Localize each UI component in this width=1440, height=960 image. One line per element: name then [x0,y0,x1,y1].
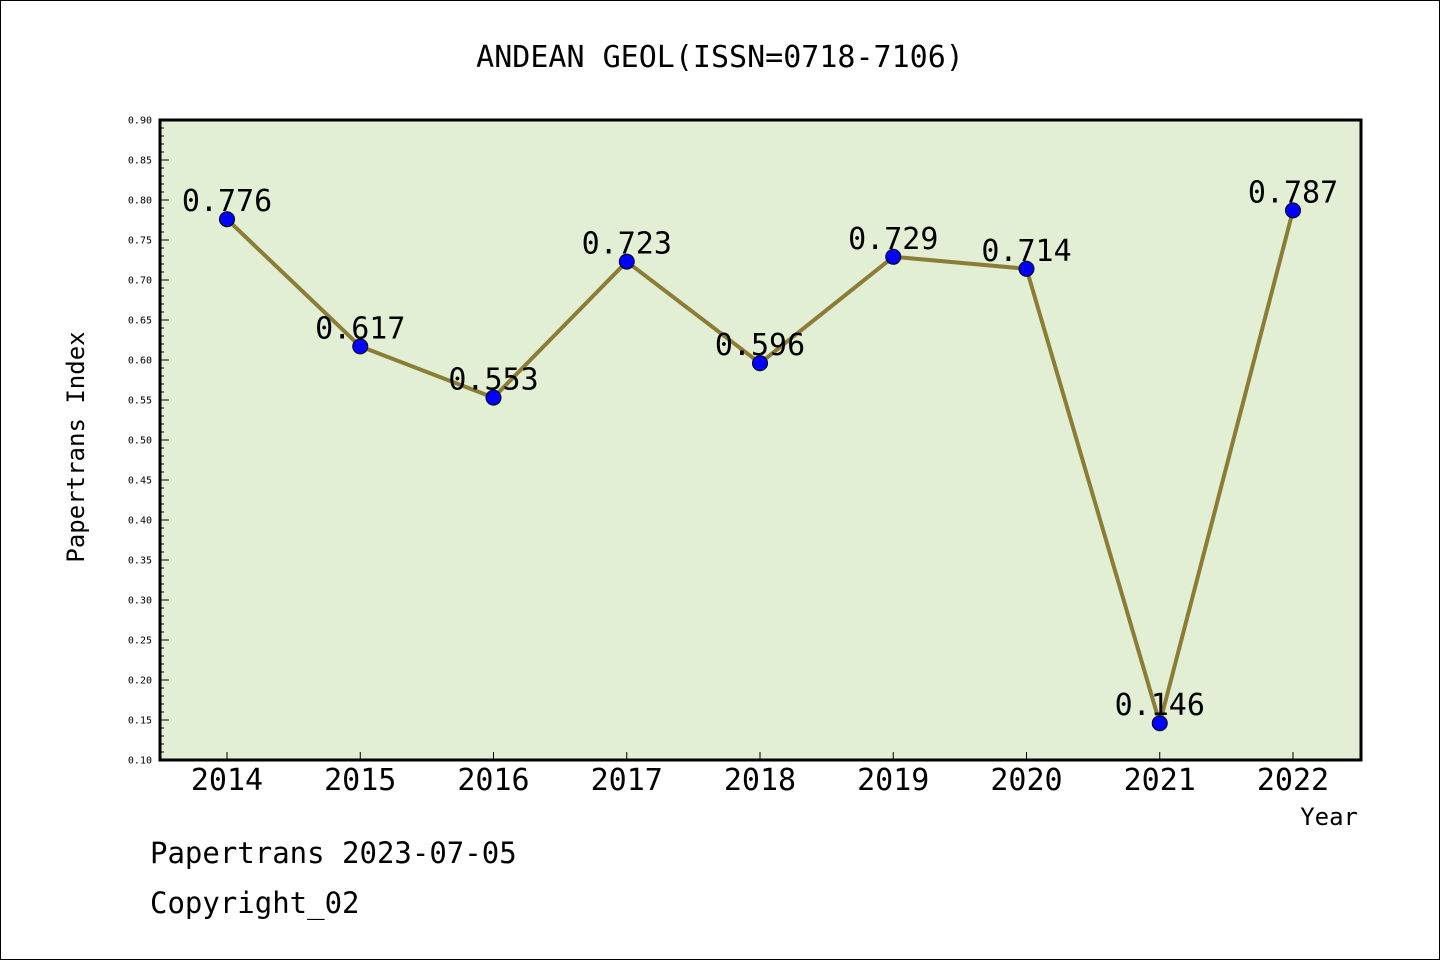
data-point [219,211,235,228]
y-tick-label: 0.20 [128,676,152,687]
y-tick-label: 0.75 [128,236,152,247]
data-label: 0.714 [981,234,1071,269]
data-labels: 0.776 0.617 0.553 0.723 0.596 0.729 0.714 0.146… [182,175,1338,723]
y-tick-label: 0.45 [128,476,152,487]
x-tick-label: 2014 [191,763,263,798]
data-point [752,355,768,372]
x-tick-label: 2015 [324,763,396,798]
data-point [352,338,369,355]
footer-copyright: Copyright_02 [150,886,360,920]
data-label: 0.617 [315,311,405,346]
data-point [1018,260,1035,277]
y-tick-label: 0.65 [128,316,152,327]
y-tick-label: 0.50 [128,436,152,447]
x-tick-label: 2017 [591,763,663,798]
data-label: 0.723 [582,227,672,262]
y-tick-label: 0.85 [128,156,152,167]
data-point [618,253,635,270]
data-label: 0.596 [715,328,805,363]
y-tick-label: 0.15 [128,716,152,727]
data-point [1151,715,1168,732]
y-axis-ticks: 0.10 0.15 0.20 0.25 0.30 0.35 0.40 0.45 0.50 0.55… [128,116,169,767]
y-axis-label: Papertrans Index [62,331,90,562]
y-tick-label: 0.10 [128,756,152,767]
data-point [485,389,502,406]
data-label: 0.146 [1115,688,1205,723]
y-tick-label: 0.60 [128,356,152,367]
data-label: 0.776 [182,184,272,219]
plot-area [158,118,1363,762]
y-tick-label: 0.55 [128,396,152,407]
x-tick-label: 2022 [1257,763,1329,798]
y-tick-label: 0.35 [128,556,152,567]
footer-date: Papertrans 2023-07-05 [150,836,517,870]
data-point [885,248,902,265]
data-point [1285,202,1301,219]
data-label: 0.553 [448,363,538,398]
y-tick-label: 0.40 [128,516,152,527]
x-axis-label: Year [1300,803,1358,831]
y-tick-label: 0.25 [128,636,152,647]
x-tick-label: 2018 [724,763,796,798]
data-label: 0.787 [1248,175,1338,210]
chart-title: ANDEAN GEOL(ISSN=0718-7106) [476,40,964,75]
x-tick-label: 2019 [857,763,929,798]
x-tick-label: 2020 [990,763,1062,798]
x-tick-label: 2021 [1124,763,1196,798]
x-tick-label: 2016 [457,763,529,798]
y-tick-label: 0.70 [128,276,152,287]
series-line-group [219,202,1301,732]
x-axis-ticks: 2014 2015 2016 2017 2018 2019 2020 2021 2022 [191,752,1329,798]
y-tick-label: 0.90 [128,116,152,127]
y-tick-label: 0.30 [128,596,152,607]
data-label: 0.729 [848,222,938,257]
y-tick-label: 0.80 [128,196,152,207]
